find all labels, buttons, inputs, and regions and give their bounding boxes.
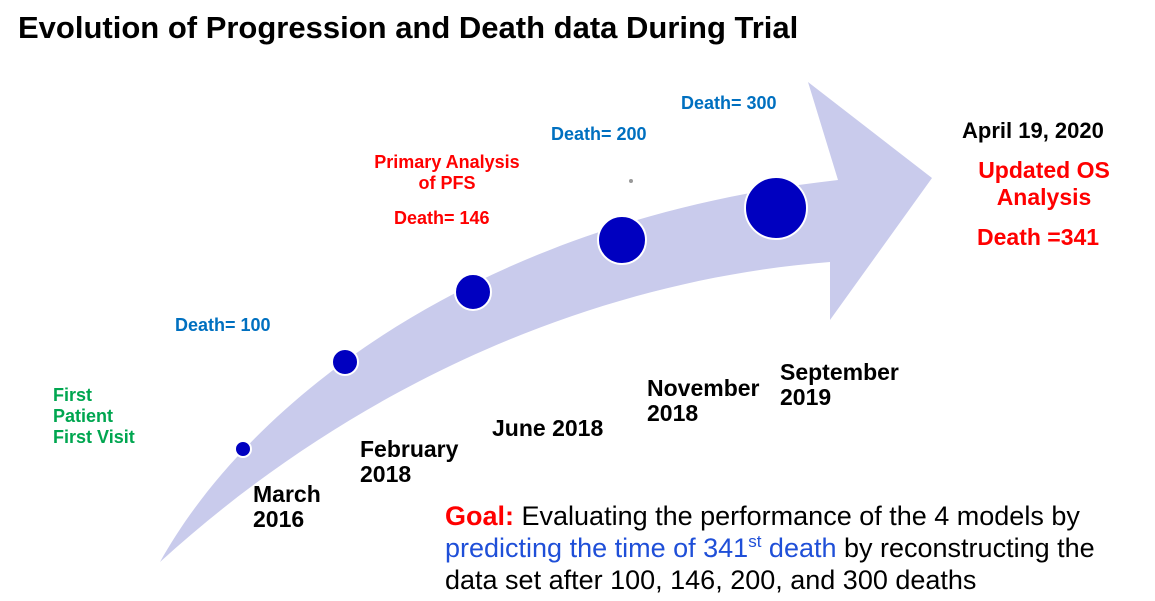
date-label-march-2016: March 2016 (253, 481, 321, 532)
date-label-september-2019: September 2019 (780, 359, 899, 410)
milestone-dot-march-2016 (234, 440, 252, 458)
milestone-dot-february-2018 (331, 348, 359, 376)
date-label-february-2018: February 2018 (360, 436, 459, 487)
death-label-200: Death= 200 (551, 124, 647, 144)
milestone-dot-september-2019 (744, 176, 808, 240)
milestone-dot-november-2018 (597, 215, 647, 265)
first-patient-visit-label: First Patient First Visit (53, 385, 135, 447)
date-label-june-2018: June 2018 (492, 415, 604, 441)
death-label-146: Death= 146 (394, 208, 490, 228)
goal-highlight: predicting the time of 341st death (445, 532, 837, 563)
stray-dot (629, 179, 633, 183)
updated-os-analysis-label: Updated OS Analysis (978, 157, 1110, 210)
milestone-dot-june-2018 (454, 273, 492, 311)
death-label-341: Death =341 (977, 224, 1100, 250)
goal-text-2: by reconstructing the data set after 100… (445, 533, 1095, 595)
final-date-label: April 19, 2020 (962, 118, 1104, 143)
death-label-300: Death= 300 (681, 93, 777, 113)
goal-statement: Goal: Evaluating the performance of the … (445, 500, 1150, 596)
primary-analysis-label: Primary Analysis of PFS (374, 152, 520, 193)
goal-key: Goal: (445, 501, 515, 531)
goal-text-1: Evaluating the performance of the 4 mode… (514, 501, 1080, 531)
date-label-november-2018: November 2018 (647, 375, 760, 426)
page-title: Evolution of Progression and Death data … (18, 10, 799, 45)
death-label-100: Death= 100 (175, 315, 271, 335)
timeline-arrow-shape (160, 82, 932, 562)
